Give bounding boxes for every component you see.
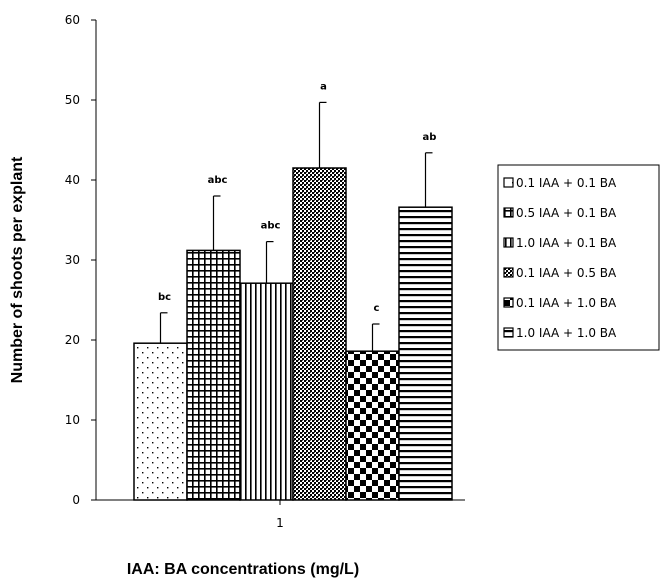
y-tick-label: 60 — [65, 13, 80, 27]
y-tick-label: 50 — [65, 93, 80, 107]
y-tick-label: 40 — [65, 173, 80, 187]
significance-label-4: a — [320, 81, 327, 92]
x-tick-label: 1 — [276, 516, 284, 530]
bar-4 — [292, 167, 347, 501]
x-axis-title: IAA: BA concentrations (mg/L) — [127, 561, 359, 578]
legend-label-1: 0.1 IAA + 0.1 BA — [516, 176, 617, 190]
bar-6 — [398, 206, 453, 501]
bars-group — [133, 167, 453, 501]
significance-label-6: ab — [423, 132, 437, 143]
bar-2 — [186, 249, 241, 501]
legend-swatch-6 — [503, 327, 514, 338]
legend-label-5: 0.1 IAA + 1.0 BA — [516, 296, 617, 310]
significance-labels-group: bc abc abc a c ab — [158, 81, 437, 314]
legend-swatch-2 — [503, 207, 514, 218]
y-tick-label: 0 — [72, 493, 80, 507]
legend-label-6: 1.0 IAA + 1.0 BA — [516, 326, 617, 340]
legend-swatch-5 — [503, 297, 514, 308]
legend-label-2: 0.5 IAA + 0.1 BA — [516, 206, 617, 220]
legend-swatch-3 — [503, 237, 514, 248]
error-bars-group — [159, 101, 433, 352]
legend-label-4: 0.1 IAA + 0.5 BA — [516, 266, 617, 280]
significance-label-2: abc — [208, 175, 228, 186]
bar-1 — [133, 342, 188, 501]
significance-label-5: c — [374, 303, 380, 314]
significance-label-3: abc — [261, 221, 281, 232]
bar-5 — [345, 350, 400, 501]
bar-3 — [239, 282, 294, 501]
legend-label-3: 1.0 IAA + 0.1 BA — [516, 236, 617, 250]
y-tick-label: 20 — [65, 333, 80, 347]
y-axis-ticks: 0 10 20 30 40 50 60 — [65, 13, 96, 507]
legend-swatch-1 — [503, 177, 514, 188]
y-tick-label: 30 — [65, 253, 80, 267]
y-axis-title: Number of shoots per explant — [9, 156, 26, 383]
legend: 0.1 IAA + 0.1 BA 0.5 IAA + 0.1 BA 1.0 IAA … — [497, 164, 660, 351]
significance-label-1: bc — [158, 292, 171, 303]
legend-box — [497, 164, 660, 351]
y-tick-label: 10 — [65, 413, 80, 427]
legend-swatch-4 — [503, 267, 514, 278]
